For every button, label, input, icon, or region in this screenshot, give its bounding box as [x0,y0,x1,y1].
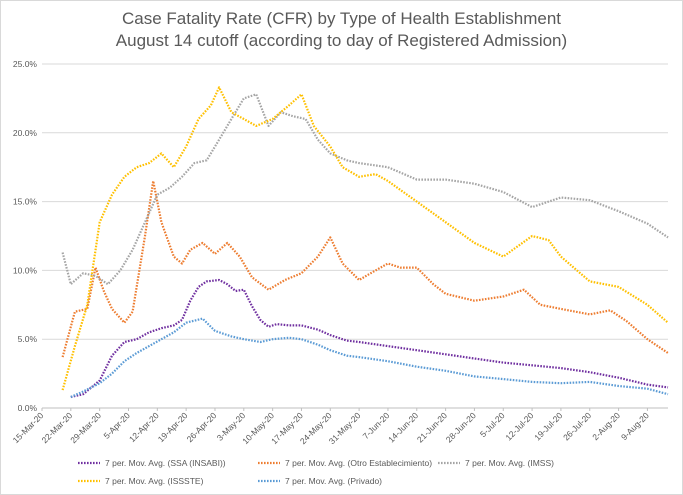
chart-title: Case Fatality Rate (CFR) by Type of Heal… [0,8,683,52]
x-tick-label: 12-Apr-20 [127,410,161,444]
x-tick-label: 5-Jul-20 [478,410,507,439]
series-line-5 [70,317,669,399]
series-line-4 [61,86,669,391]
legend-label: 7 per. Mov. Avg. (Otro Establecimiento) [285,458,432,468]
y-tick-label: 15.0% [13,197,38,207]
series-line-1 [70,278,669,399]
x-tick-label: 28-Jun-20 [444,410,478,444]
y-tick-label: 20.0% [13,128,38,138]
chart-title-line1: Case Fatality Rate (CFR) by Type of Heal… [121,9,562,28]
x-tick-label: 12-Jul-20 [503,410,535,442]
x-tick-label: 26-Apr-20 [185,410,219,444]
y-tick-label: 10.0% [13,265,38,275]
y-tick-label: 25.0% [13,59,38,69]
x-tick-label: 19-Apr-20 [156,410,190,444]
gridlines [42,63,668,409]
x-tick-label: 14-Jun-20 [386,410,420,444]
y-axis: 0.0% 5.0% 10.0% 15.0% 20.0% 25.0% [13,59,38,413]
legend-label: 7 per. Mov. Avg. (SSA (INSABI)) [105,458,226,468]
legend: 7 per. Mov. Avg. (SSA (INSABI)) 7 per. Mo… [78,458,554,486]
x-tick-label: 19-Jul-20 [532,410,564,442]
legend-label: 7 per. Mov. Avg. (IMSS) [465,458,554,468]
x-tick-label: 2-Aug-20 [590,410,622,442]
x-tick-label: 26-Jul-20 [561,410,593,442]
x-tick-label: 21-Jun-20 [415,410,449,444]
series-line-3 [61,93,669,286]
plot-area [61,86,669,399]
y-tick-label: 0.0% [18,403,38,413]
x-tick-label: 31-May-20 [327,410,363,446]
legend-label: 7 per. Mov. Avg. (ISSSTE) [105,476,204,486]
x-tick-label: 29-Mar-20 [68,410,103,445]
x-axis: 15-Mar-2022-Mar-2029-Mar-205-Apr-2012-Ap… [11,408,651,446]
legend-label: 7 per. Mov. Avg. (Privado) [285,476,382,486]
x-tick-label: 9-Aug-20 [619,410,651,442]
chart-title-line2: August 14 cutoff (according to day of Re… [115,31,568,50]
y-tick-label: 5.0% [18,334,38,344]
